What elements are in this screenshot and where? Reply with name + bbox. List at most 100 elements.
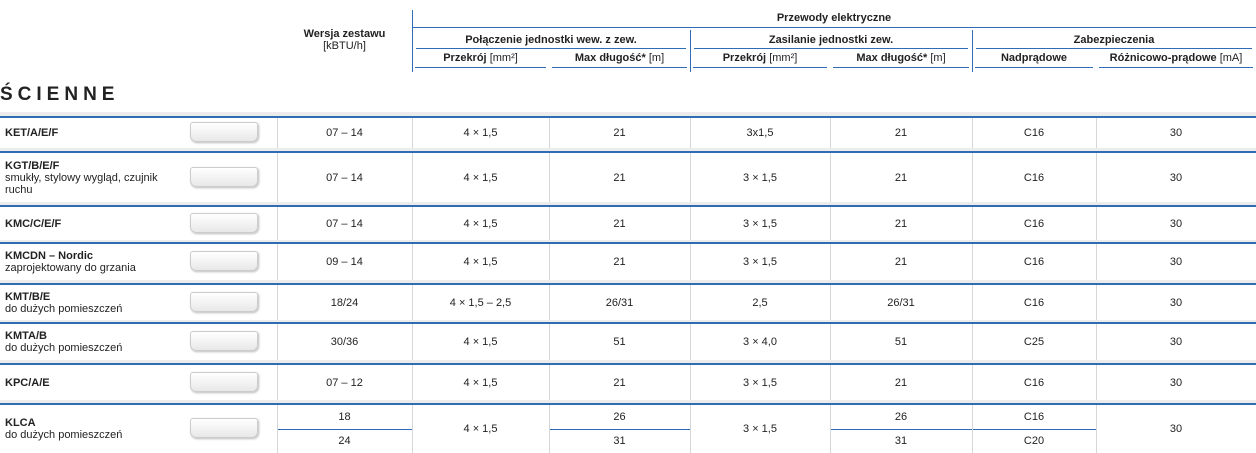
subheader-unit: [m] <box>648 52 665 64</box>
column-separator <box>972 365 973 400</box>
column-separator <box>690 365 691 400</box>
column-separator <box>277 405 278 453</box>
column-separator <box>690 285 691 320</box>
column-separator <box>690 207 691 240</box>
product-name: KPC/A/E <box>5 376 50 389</box>
table-cell: 21 <box>613 127 626 139</box>
column-separator <box>1096 244 1097 280</box>
column-separator <box>277 365 278 400</box>
row-border <box>0 242 1256 244</box>
column-separator <box>277 153 278 202</box>
table-cell: 30 <box>1169 256 1183 268</box>
column-separator <box>412 324 413 360</box>
table-cell: C16 <box>1023 411 1045 423</box>
product-name: KMCDN – Nordic <box>5 250 94 262</box>
product-cell: KET/A/E/F <box>5 120 175 146</box>
table-cell: 21 <box>894 171 908 184</box>
product-description: do dużych pomieszczeń <box>5 429 123 441</box>
column-separator <box>549 118 550 148</box>
column-separator <box>412 153 413 202</box>
separator <box>976 48 1252 49</box>
product-description: do dużych pomieszczeń <box>5 302 123 315</box>
group-header: Zasilanie jednostki zew. <box>768 34 894 46</box>
product-image <box>190 251 258 271</box>
table-cell: 3x1,5 <box>746 127 774 139</box>
column-separator <box>277 207 278 240</box>
column-separator <box>549 285 550 320</box>
subheader-unit: [mA] <box>1219 52 1243 64</box>
column-separator <box>830 405 831 453</box>
group-title: Przewody elektryczne <box>776 12 892 24</box>
table-cell: C16 <box>1023 296 1045 309</box>
table-cell: 26 <box>894 411 908 423</box>
product-cell: KMCDN – Nordic zaprojektowany do grzania <box>5 246 175 278</box>
product-cell: KLCA do dużych pomieszczeń <box>5 407 175 451</box>
product-name: KLCA <box>5 417 36 429</box>
table-cell: 26 <box>613 411 626 423</box>
product-image <box>190 212 258 233</box>
column-separator <box>972 324 973 360</box>
table-cell: C16 <box>1023 256 1045 268</box>
column-separator <box>690 324 691 360</box>
column-separator <box>830 244 831 280</box>
split-line <box>830 429 972 430</box>
product-image <box>190 166 258 187</box>
separator <box>1099 67 1253 68</box>
column-separator <box>412 405 413 453</box>
column-separator <box>690 244 691 280</box>
column-separator <box>972 244 973 280</box>
table-cell: C16 <box>1023 376 1045 389</box>
table-cell: 21 <box>894 217 908 230</box>
subheader: Max długość* [m] <box>549 52 690 64</box>
table-cell: 07 – 14 <box>326 217 363 230</box>
separator <box>690 30 691 72</box>
column-separator <box>1096 118 1097 148</box>
column-separator <box>412 118 413 148</box>
table-cell: 2,5 <box>752 296 768 309</box>
product-name: KET/A/E/F <box>5 127 59 139</box>
separator <box>412 10 413 72</box>
row-border <box>0 116 1256 118</box>
subheader-unit: [mm²] <box>489 52 518 64</box>
product-cell: KMT/B/E do dużych pomieszczeń <box>5 287 175 318</box>
table-cell: 30 <box>1169 376 1183 389</box>
table-cell: C25 <box>1023 336 1045 348</box>
product-image <box>190 331 258 351</box>
table-cell: 30 <box>1169 296 1183 309</box>
column-separator <box>277 118 278 148</box>
table-cell: C16 <box>1023 171 1045 184</box>
table-cell: 21 <box>894 127 908 139</box>
table-cell: 3 × 4,0 <box>743 336 777 348</box>
column-separator <box>830 365 831 400</box>
table-cell: 26/31 <box>887 296 915 309</box>
subheader-label: Przekrój <box>443 52 487 64</box>
subheader: Przekrój [mm²] <box>690 52 830 64</box>
column-separator <box>549 207 550 240</box>
version-title: Wersja zestawu <box>303 28 386 40</box>
column-separator <box>412 207 413 240</box>
table-cell: C16 <box>1023 217 1045 230</box>
product-name: KMT/B/E <box>5 290 51 303</box>
column-separator <box>830 285 831 320</box>
subheader: Max długość* [m] <box>830 52 972 64</box>
table-cell: 4 × 1,5 <box>463 336 498 348</box>
row-border <box>0 363 1256 365</box>
table-cell: 21 <box>894 256 908 268</box>
subheader-label: Max długość* <box>574 52 646 64</box>
product-name: KGT/B/E/F <box>5 159 60 172</box>
table-cell: 4 × 1,5 <box>463 217 498 230</box>
product-cell: KMTA/B do dużych pomieszczeń <box>5 326 175 358</box>
column-separator <box>277 285 278 320</box>
row-border <box>0 151 1256 153</box>
product-name: KMTA/B <box>5 330 47 342</box>
subheader-label: Max długość* <box>856 52 928 64</box>
separator <box>975 67 1093 68</box>
column-separator <box>1096 324 1097 360</box>
column-separator <box>972 405 973 453</box>
table-cell: 4 × 1,5 <box>463 256 498 268</box>
split-line <box>277 429 412 430</box>
product-name: KMC/C/E/F <box>5 217 62 230</box>
table-cell: 09 – 14 <box>326 256 363 268</box>
column-separator <box>972 207 973 240</box>
